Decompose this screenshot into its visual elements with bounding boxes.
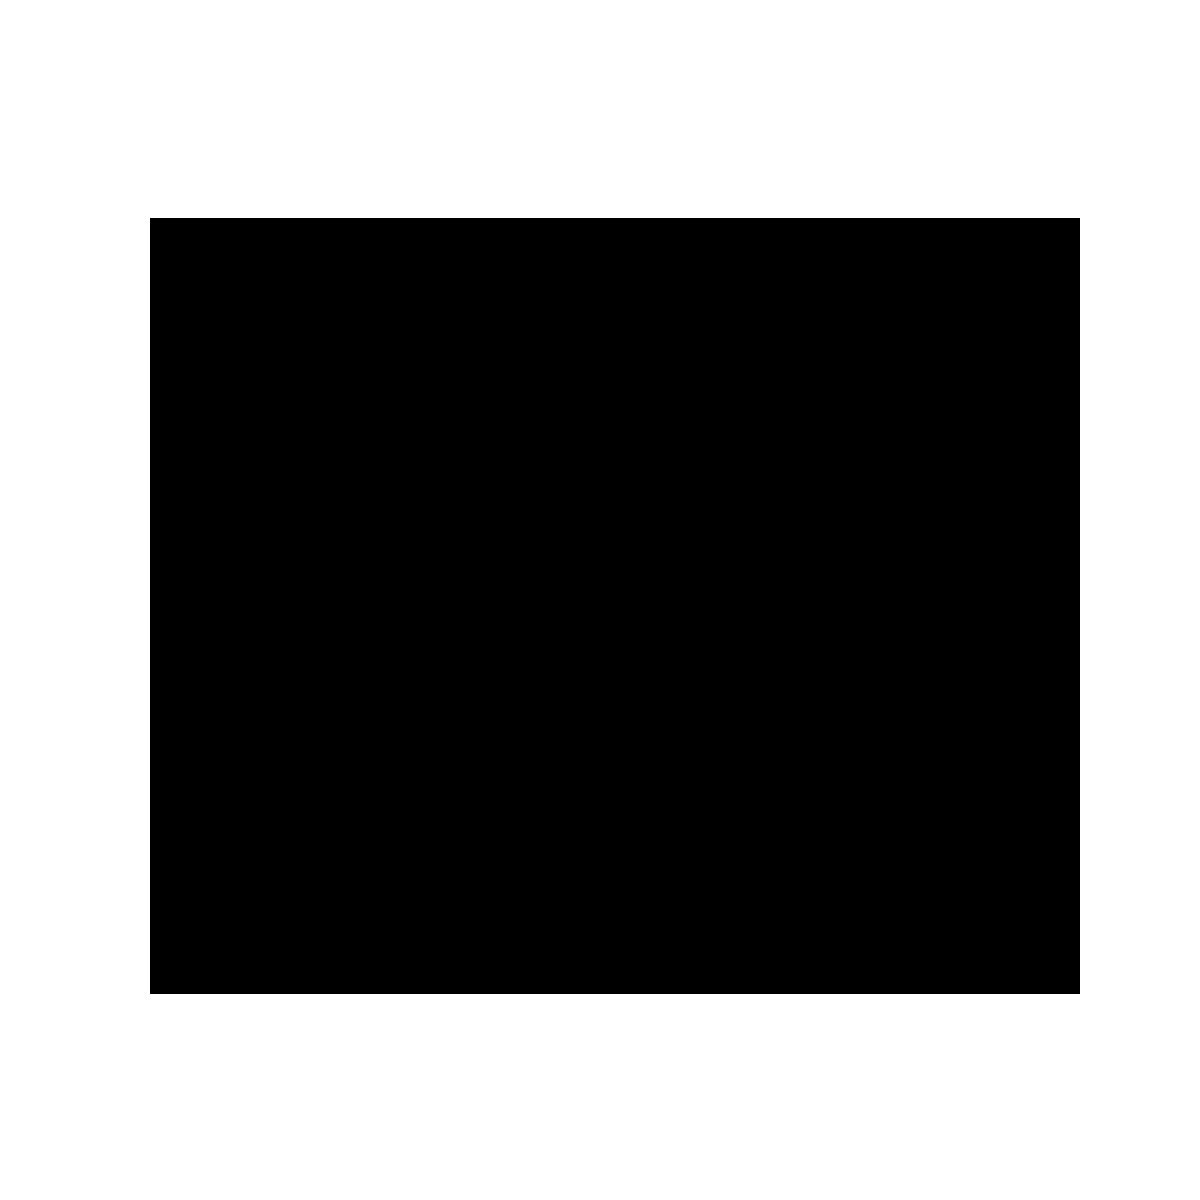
word-cloud: [150, 218, 1080, 994]
